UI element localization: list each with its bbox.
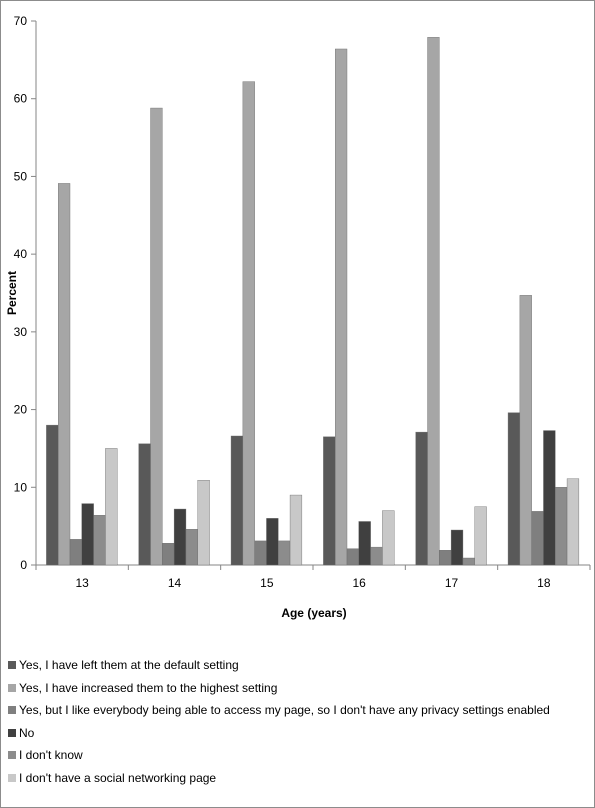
legend-item: Yes, I have increased them to the highes… bbox=[8, 677, 588, 700]
y-tick-label: 10 bbox=[14, 480, 28, 494]
bar bbox=[46, 424, 59, 566]
bar bbox=[531, 511, 544, 566]
y-tick-label: 60 bbox=[14, 92, 28, 106]
bar bbox=[358, 521, 371, 566]
bar bbox=[566, 478, 580, 566]
legend: Yes, I have left them at the default set… bbox=[8, 654, 588, 789]
legend-label: I don't know bbox=[19, 748, 83, 763]
bar bbox=[450, 529, 464, 566]
bar bbox=[69, 539, 83, 566]
legend-label: Yes, I have increased them to the highes… bbox=[19, 680, 278, 695]
legend-swatch bbox=[8, 683, 16, 692]
y-tick-label: 50 bbox=[14, 169, 28, 183]
y-tick-label: 70 bbox=[14, 14, 28, 28]
y-tick-label: 30 bbox=[14, 325, 28, 339]
y-tick-label: 0 bbox=[20, 558, 27, 572]
legend-label: No bbox=[19, 725, 35, 740]
bar bbox=[474, 506, 487, 566]
y-axis-title: Percent bbox=[5, 271, 19, 315]
bar bbox=[150, 107, 163, 566]
bar bbox=[415, 431, 428, 566]
x-tick-label: 13 bbox=[75, 576, 89, 590]
bar bbox=[462, 557, 475, 566]
bar bbox=[254, 540, 267, 566]
bar bbox=[162, 543, 175, 566]
y-tick-label: 40 bbox=[14, 247, 28, 261]
bar bbox=[138, 443, 151, 566]
y-tick-label: 20 bbox=[14, 403, 28, 417]
legend-item: I don't know bbox=[8, 744, 588, 767]
bar bbox=[439, 550, 452, 566]
bar bbox=[242, 81, 255, 566]
bar bbox=[173, 508, 187, 566]
legend-swatch bbox=[8, 751, 16, 760]
legend-label: Yes, but I like everybody being able to … bbox=[19, 703, 550, 718]
x-tick-label: 14 bbox=[168, 576, 182, 590]
bar bbox=[543, 430, 556, 566]
legend-item: No bbox=[8, 722, 588, 745]
x-tick-label: 15 bbox=[260, 576, 274, 590]
bar bbox=[507, 412, 521, 566]
bar bbox=[266, 518, 279, 566]
legend-item: I don't have a social networking page bbox=[8, 767, 588, 790]
bar bbox=[346, 548, 360, 566]
bar bbox=[555, 487, 568, 566]
x-axis: 13 14 15 16 17 18 bbox=[35, 564, 591, 590]
legend-item: Yes, I have left them at the default set… bbox=[8, 654, 588, 677]
bar bbox=[370, 546, 383, 566]
bar bbox=[230, 435, 244, 566]
bar bbox=[278, 540, 291, 566]
legend-swatch bbox=[8, 706, 16, 715]
bar bbox=[185, 529, 198, 566]
bar bbox=[335, 48, 348, 566]
x-tick-label: 17 bbox=[445, 576, 459, 590]
x-tick-label: 18 bbox=[537, 576, 551, 590]
bar bbox=[289, 494, 303, 566]
legend-swatch bbox=[8, 728, 16, 737]
bars bbox=[46, 37, 580, 566]
x-tick-label: 16 bbox=[352, 576, 366, 590]
legend-label: I don't have a social networking page bbox=[19, 770, 217, 785]
bar bbox=[93, 515, 106, 566]
legend-label: Yes, I have left them at the default set… bbox=[19, 658, 239, 673]
bar-chart: Percent Age (years) 0 10 20 30 40 50 60 70 13 14… bbox=[5, 14, 591, 620]
bar bbox=[323, 436, 336, 566]
legend-item: Yes, but I like everybody being able to … bbox=[8, 699, 588, 722]
x-axis-title: Age (years) bbox=[281, 606, 346, 620]
bar bbox=[197, 480, 210, 566]
bar bbox=[58, 183, 71, 566]
bar bbox=[105, 448, 118, 566]
y-axis: 0 10 20 30 40 50 60 70 bbox=[14, 14, 37, 572]
bar bbox=[427, 37, 440, 566]
legend-swatch bbox=[8, 773, 16, 782]
bar bbox=[519, 295, 532, 566]
legend-swatch bbox=[8, 661, 16, 670]
bar bbox=[81, 503, 94, 566]
bar bbox=[382, 510, 395, 566]
